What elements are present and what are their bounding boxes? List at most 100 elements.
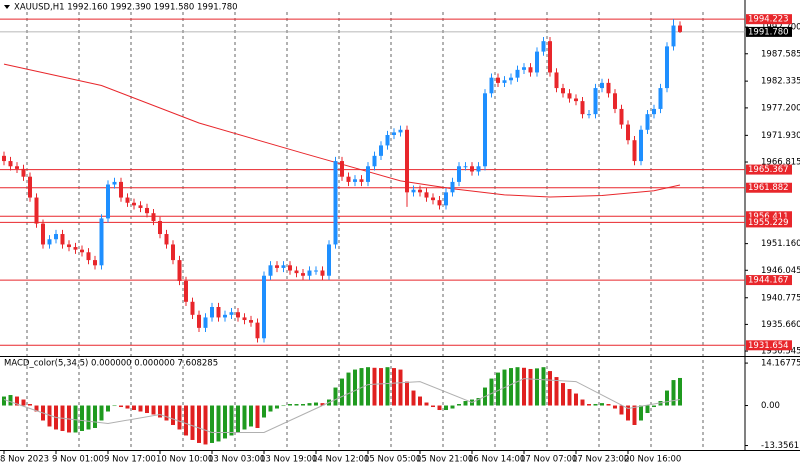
candle-body	[483, 93, 487, 167]
chart-title: XAUUSD,H1 1992.160 1992.390 1991.580 199…	[14, 3, 238, 13]
macd-bar	[600, 403, 604, 406]
last-price-bg	[746, 26, 792, 37]
candle-body	[190, 301, 195, 315]
level-label: 1956.411	[748, 212, 789, 222]
macd-bar	[216, 405, 221, 442]
macd-bar	[86, 405, 91, 430]
x-tick-label: 13 Nov 19:00	[260, 455, 317, 465]
macd-bar	[223, 405, 227, 439]
candle-body	[632, 140, 637, 162]
level-label: 1965.367	[748, 165, 789, 175]
y-tick-label: 1930.545	[761, 347, 800, 357]
macd-bar	[28, 404, 32, 406]
x-tick-label: 14 Nov 12:00	[312, 455, 369, 465]
candle-body	[502, 80, 507, 83]
macd-bar	[431, 405, 435, 408]
macd-bar	[619, 405, 624, 415]
candle-body	[54, 234, 58, 240]
candle-body	[216, 307, 221, 318]
level-label-bg	[746, 217, 792, 228]
macd-bar	[671, 380, 676, 406]
macd-bar	[203, 405, 208, 445]
macd-bar	[229, 405, 234, 436]
macd-bar	[411, 390, 416, 406]
y-tick-label: 1977.200	[761, 103, 800, 113]
macd-bar	[632, 405, 637, 425]
candle-body	[275, 265, 279, 268]
candle-body	[327, 244, 331, 276]
x-tick-label: 17 Nov 23:00	[572, 455, 629, 465]
candle-body	[268, 265, 273, 276]
candle-body	[99, 218, 104, 266]
macd-bar	[158, 405, 162, 418]
candle-body	[678, 25, 682, 32]
x-tick-label: 8 Nov 2023	[0, 455, 49, 465]
macd-bar	[177, 405, 182, 430]
candle-body	[320, 270, 325, 276]
macd-bar	[645, 405, 650, 414]
macd-bar	[138, 405, 143, 412]
candle-body	[106, 184, 110, 219]
candle-body	[528, 67, 533, 73]
candle-body	[658, 88, 663, 109]
candle-body	[489, 77, 494, 94]
macd-bar	[184, 405, 188, 436]
candle-body	[541, 41, 546, 52]
macd-bar	[379, 368, 383, 406]
macd-bar	[320, 403, 325, 406]
candle-body	[197, 314, 201, 328]
macd-bar	[554, 377, 559, 406]
macd-bar	[457, 404, 461, 406]
candle-body	[229, 312, 234, 315]
y-tick-label: 1935.660	[761, 320, 800, 330]
macd-bar	[99, 405, 104, 421]
candle-body	[340, 161, 344, 177]
macd-bar	[125, 405, 130, 409]
level-label-bg	[746, 164, 792, 175]
macd-bar	[288, 404, 292, 406]
macd-bar	[294, 404, 299, 406]
candle-body	[60, 234, 65, 245]
candle-body	[86, 252, 91, 261]
macd-bar	[567, 389, 572, 406]
macd-bar	[119, 405, 123, 408]
macd-bar	[574, 393, 578, 406]
level-label-bg	[746, 211, 792, 222]
candle-body	[93, 260, 97, 266]
macd-bar	[535, 368, 539, 406]
candle-body	[2, 155, 6, 162]
macd-bar	[548, 371, 552, 406]
candle-body	[28, 176, 32, 198]
x-tick-label: 16 Nov 14:00	[468, 455, 525, 465]
macd-bar	[665, 390, 669, 406]
candle-body	[177, 260, 182, 281]
y2-tick-label: 0.00	[761, 401, 780, 411]
menu-arrow	[4, 5, 10, 9]
macd-bar	[366, 367, 370, 406]
candle-body	[626, 124, 630, 141]
candle-body	[522, 67, 526, 70]
macd-bar	[164, 405, 169, 421]
macd-bar	[281, 405, 286, 407]
level-label-bg	[746, 14, 792, 25]
candle-body	[34, 197, 39, 224]
macd-bar	[190, 405, 195, 440]
candle-body	[164, 234, 169, 245]
macd-bar	[580, 399, 585, 406]
macd-bar	[171, 405, 175, 425]
candle-body	[580, 101, 585, 115]
macd-bar	[509, 368, 513, 406]
candle-body	[515, 69, 520, 78]
candle-body	[665, 46, 669, 89]
candle-body	[587, 114, 591, 116]
macd-bar	[301, 404, 305, 406]
candle-body	[294, 270, 299, 274]
candle-body	[600, 82, 604, 89]
level-label-bg	[746, 340, 792, 351]
y2-tick-label: 14.167754	[761, 359, 800, 369]
macd-bar	[437, 405, 442, 411]
candle-body	[41, 223, 45, 245]
level-label: 1944.167	[748, 276, 789, 286]
candle-body	[145, 207, 149, 214]
